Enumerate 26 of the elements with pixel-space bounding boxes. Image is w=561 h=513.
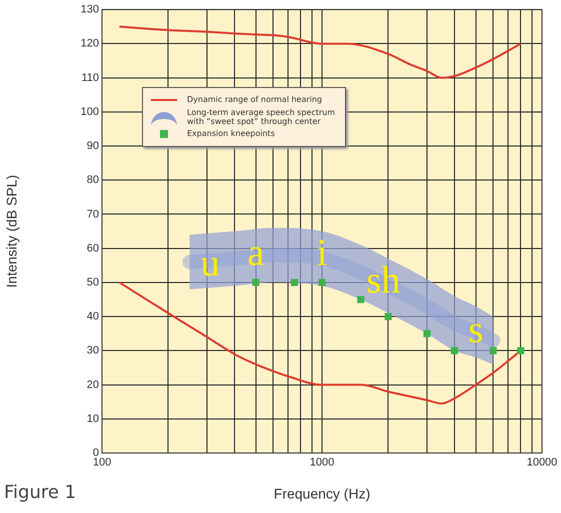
annotation: s [468, 308, 484, 351]
annotation: sh [366, 259, 400, 302]
x-axis-title: Frequency (Hz) [274, 485, 370, 502]
annotation: a [247, 232, 264, 274]
y-tick-label: 40 [86, 310, 99, 323]
y-tick-label: 30 [86, 344, 99, 357]
x-tick-label: 10000 [526, 456, 558, 469]
y-tick-label: 20 [86, 378, 99, 391]
y-tick-label: 100 [80, 106, 99, 118]
y-tick-label: 80 [86, 174, 99, 186]
legend-label: Expansion kneepoints [187, 129, 276, 138]
annotation: i [316, 232, 328, 274]
legend-label: Long-term average speech spectrum with “sweet spot” through center [187, 108, 336, 126]
y-tick-label: 130 [80, 4, 99, 16]
legend-label: Dynamic range of normal hearing [187, 95, 324, 104]
y-tick-label: 110 [81, 72, 99, 84]
y-tick-label: 70 [86, 208, 99, 220]
caption: Figure 1 [4, 482, 76, 503]
y-tick-label: 10 [86, 412, 99, 425]
y-axis-title: Intensity (dB SPL) [3, 174, 20, 288]
y-tick-label: 60 [86, 242, 99, 254]
y-tick-label: 90 [86, 140, 99, 152]
y-tick-label: 120 [80, 38, 99, 50]
x-tick-label: 1000 [310, 456, 334, 469]
annotation: u [200, 242, 220, 284]
y-tick-label: 50 [86, 276, 99, 288]
